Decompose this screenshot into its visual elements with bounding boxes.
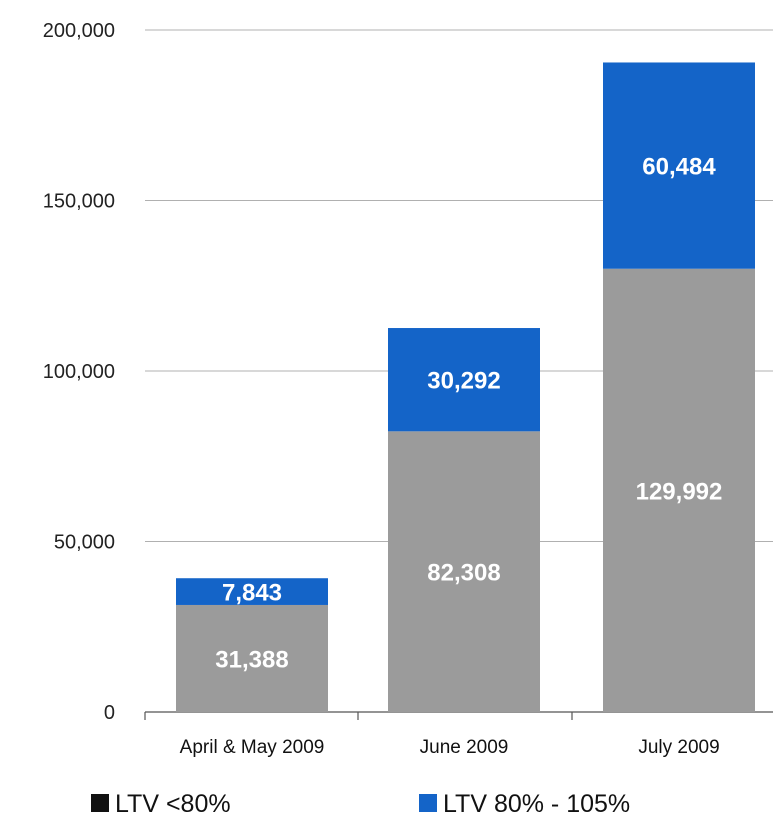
y-tick-label: 200,000 xyxy=(43,20,115,42)
bar-segment xyxy=(176,604,328,712)
legend-label: LTV <80% xyxy=(115,790,231,817)
data-label: 7,843 xyxy=(222,580,282,607)
bar-segment xyxy=(603,62,755,269)
bar-segment xyxy=(388,431,540,712)
data-label: 31,388 xyxy=(215,646,288,673)
y-tick-label: 50,000 xyxy=(54,532,115,554)
data-label: 30,292 xyxy=(427,368,500,395)
legend-swatch xyxy=(419,794,437,812)
bar-segment xyxy=(388,328,540,432)
data-label: 60,484 xyxy=(642,154,716,181)
bar-segment xyxy=(603,268,755,712)
x-tick-label: April & May 2009 xyxy=(180,737,325,758)
y-tick-label: 150,000 xyxy=(43,191,115,213)
y-tick-label: 0 xyxy=(104,702,115,724)
bars xyxy=(176,62,755,712)
x-tick-label: July 2009 xyxy=(638,737,719,758)
y-tick-label: 100,000 xyxy=(43,361,115,383)
data-labels: 31,388 7,843 82,308 30,292 129,992 60,484 xyxy=(215,154,722,674)
legend-label: LTV 80% - 105% xyxy=(443,790,630,817)
legend: LTV <80% LTV 80% - 105% xyxy=(91,790,630,817)
legend-swatch xyxy=(91,794,109,812)
data-label: 82,308 xyxy=(427,560,500,587)
bar-segment xyxy=(176,578,328,605)
data-label: 129,992 xyxy=(636,478,723,505)
x-tick-label: June 2009 xyxy=(420,737,509,758)
